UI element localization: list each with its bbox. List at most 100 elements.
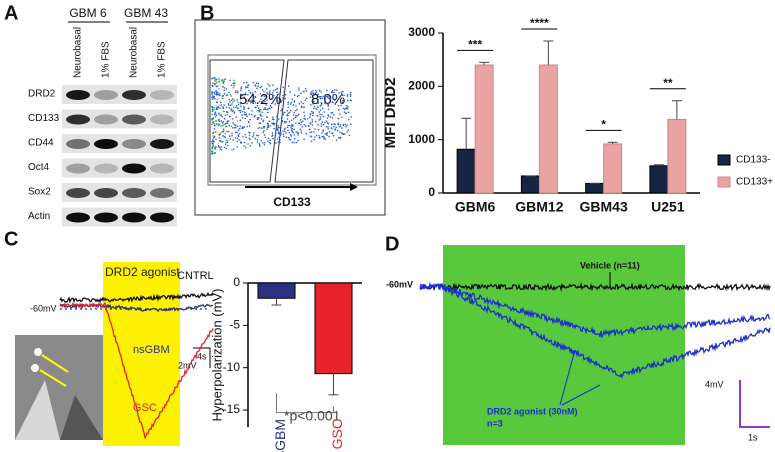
flow-dot (261, 94, 264, 97)
flow-dot (295, 105, 297, 107)
flow-dot (293, 138, 296, 140)
flow-dot (327, 105, 330, 107)
group-label: GBM 6 (69, 6, 107, 20)
flow-dot (309, 112, 312, 115)
flow-dot (218, 114, 220, 116)
flow-dot (212, 143, 214, 145)
flow-dot (324, 133, 327, 135)
flow-dot (211, 106, 214, 109)
flow-dot (237, 129, 240, 131)
flow-dot (322, 129, 325, 131)
flow-dot (234, 91, 237, 94)
flow-dot (223, 135, 226, 138)
flow-dot (211, 148, 214, 150)
flow-dot (346, 108, 349, 110)
flow-dot (225, 106, 228, 109)
flow-dot (258, 122, 261, 124)
flow-dot (277, 141, 280, 143)
flow-dot (343, 94, 345, 97)
flow-dot (254, 137, 257, 140)
flow-dot (249, 138, 251, 141)
flow-dot (287, 137, 290, 139)
flow-dot (296, 108, 298, 111)
flow-dot (231, 134, 233, 137)
flow-dot (295, 116, 297, 119)
flow-dot (272, 137, 274, 140)
flow-dot (300, 101, 303, 103)
flow-dot (283, 90, 285, 93)
flow-dot (221, 97, 224, 100)
flow-dot (318, 111, 320, 113)
flow-dot (262, 101, 264, 104)
flow-dot (211, 91, 214, 93)
flow-dot (260, 98, 262, 101)
flow-dot (225, 139, 228, 142)
band (94, 90, 118, 100)
flow-dot (282, 113, 285, 116)
flow-dot (332, 114, 335, 116)
flow-dot (293, 134, 296, 136)
flow-dot (306, 117, 309, 120)
flow-dot (245, 81, 248, 84)
flow-dot (322, 123, 325, 126)
flow-dot (233, 112, 236, 114)
flow-dot (284, 130, 286, 133)
flow-dot (235, 106, 237, 109)
flow-dot (212, 117, 215, 119)
significance-label: **** (530, 16, 549, 30)
band (66, 188, 90, 198)
flow-dot (212, 137, 215, 139)
flow-dot (327, 115, 330, 117)
flow-dot (273, 94, 275, 97)
flow-dot (265, 88, 268, 90)
flow-dot (231, 118, 234, 120)
flow-dot (282, 133, 285, 136)
band (66, 212, 90, 223)
flow-dot (214, 152, 217, 154)
flow-dot (213, 77, 216, 79)
flow-dot (251, 142, 253, 144)
legend-label: CD133+ (736, 177, 773, 188)
trace-label: -60mV (30, 303, 57, 313)
flow-dot (222, 107, 225, 110)
flow-dot (332, 134, 335, 137)
flow-dot (263, 125, 266, 128)
flow-dot (225, 141, 227, 144)
flow-dot (258, 144, 261, 146)
flow-dot (233, 126, 236, 129)
vehicle-trace (419, 282, 771, 292)
flow-dot (337, 122, 339, 124)
flow-dot (308, 128, 311, 131)
flow-dot (233, 84, 235, 87)
flow-dot (318, 135, 320, 137)
flow-dot (218, 137, 221, 139)
flow-dot (319, 109, 322, 111)
flow-dot (226, 130, 228, 133)
flow-dot (321, 113, 323, 116)
flow-dot (231, 149, 233, 151)
flow-dot (337, 117, 340, 120)
flow-dot (228, 107, 231, 109)
flow-dot (247, 107, 249, 110)
flow-dot (341, 127, 343, 129)
flow-dot (238, 127, 241, 130)
flow-dot (278, 118, 280, 120)
trace-label: GSC (133, 402, 157, 414)
flow-dot (268, 85, 271, 87)
flow-dot (288, 124, 291, 127)
flow-dot (303, 111, 305, 114)
flow-dot (287, 124, 289, 127)
flow-dot (345, 112, 347, 114)
flow-dot (218, 146, 221, 149)
flow-dot (218, 80, 220, 83)
flow-dot (259, 145, 261, 148)
flow-dot (221, 122, 224, 124)
flow-dot (295, 131, 297, 133)
flow-dot (320, 123, 323, 125)
row-label: Sox2 (28, 187, 51, 198)
flow-dot (218, 88, 220, 90)
flow-dot (280, 124, 282, 127)
x-tick-label: GBM6 (455, 199, 496, 215)
flow-dot (345, 104, 348, 107)
flow-dot (229, 138, 231, 140)
